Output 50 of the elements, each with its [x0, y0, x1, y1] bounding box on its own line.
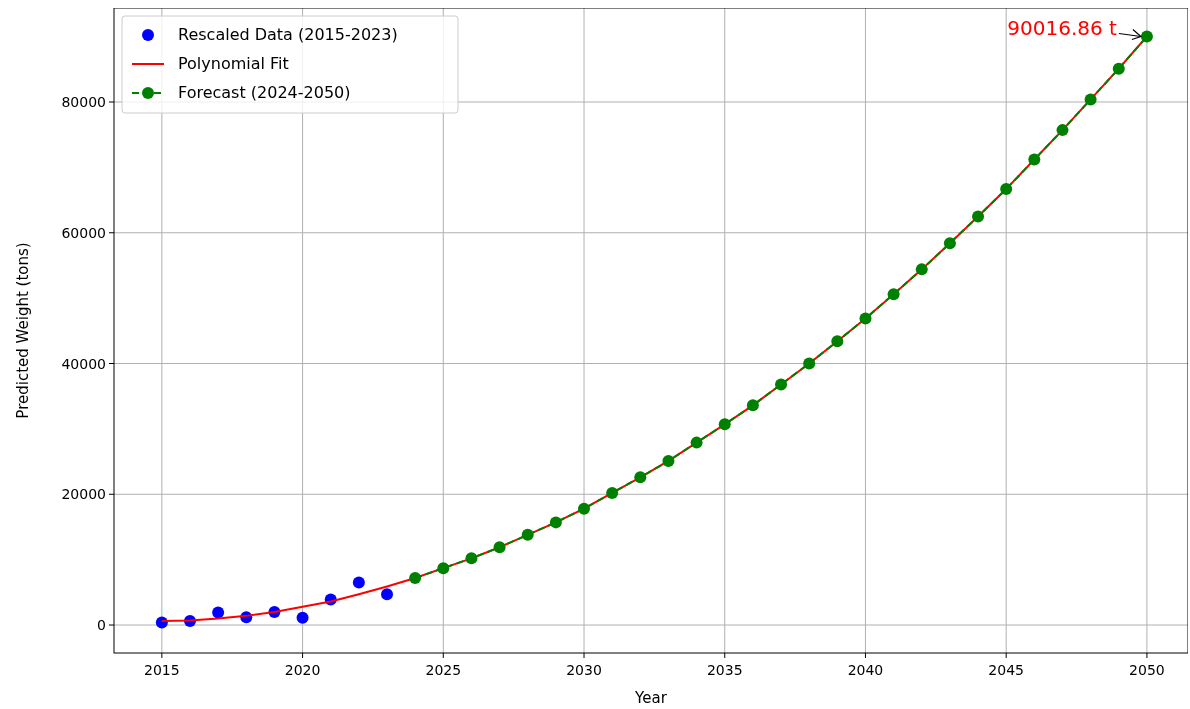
- point: [859, 312, 872, 325]
- x-axis-title: Year: [634, 689, 668, 707]
- y-tick-label: 80000: [61, 94, 106, 111]
- x-tick-label: 2050: [1129, 662, 1165, 678]
- y-axis-title: Predicted Weight (tons): [14, 242, 32, 419]
- point: [943, 237, 956, 250]
- x-tick-label: 2015: [144, 662, 180, 678]
- point: [296, 611, 309, 624]
- legend-label: Forecast (2024-2050): [178, 83, 351, 102]
- point: [887, 288, 900, 301]
- point: [803, 357, 816, 370]
- x-tick-label: 2025: [425, 662, 462, 678]
- point: [578, 502, 591, 515]
- point: [972, 210, 985, 223]
- point: [746, 399, 759, 412]
- point: [1056, 124, 1069, 137]
- point: [775, 378, 788, 391]
- point: [634, 471, 647, 484]
- x-tick-label: 2030: [566, 662, 602, 678]
- y-tick-label: 0: [97, 617, 106, 634]
- point: [606, 486, 619, 499]
- x-tick-label: 2045: [988, 662, 1025, 678]
- x-tick-label: 2035: [706, 662, 743, 678]
- point: [690, 436, 703, 449]
- y-tick-label: 20000: [61, 486, 106, 503]
- point: [521, 528, 534, 541]
- legend-label: Polynomial Fit: [178, 54, 289, 73]
- legend-label: Rescaled Data (2015-2023): [178, 25, 398, 44]
- point: [352, 576, 365, 589]
- point: [915, 263, 928, 276]
- y-tick-label: 60000: [61, 224, 106, 241]
- point: [831, 335, 844, 348]
- y-tick-label: 40000: [61, 355, 106, 372]
- point: [465, 552, 478, 565]
- annotation: 90016.86 t: [1007, 15, 1118, 40]
- point: [212, 606, 225, 619]
- point: [718, 418, 731, 431]
- point: [1028, 153, 1041, 166]
- point: [662, 454, 675, 467]
- point: [409, 571, 422, 584]
- x-tick-label: 2040: [847, 662, 884, 678]
- point: [1000, 182, 1013, 195]
- x-tick-label: 2020: [284, 662, 321, 678]
- point: [437, 562, 450, 575]
- point: [1084, 93, 1097, 106]
- point: [493, 541, 506, 554]
- point: [1140, 30, 1153, 43]
- point: [381, 588, 393, 601]
- point: [549, 516, 562, 529]
- point: [1112, 62, 1125, 75]
